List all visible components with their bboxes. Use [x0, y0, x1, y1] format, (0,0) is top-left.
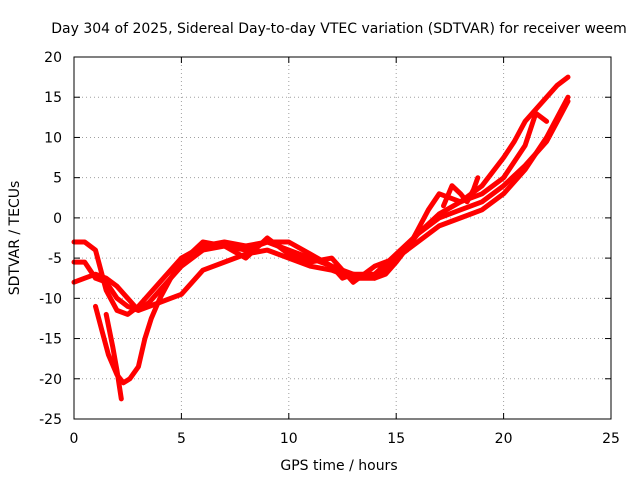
y-tick-label: -10 — [39, 291, 62, 307]
plot-border — [73, 56, 612, 420]
series-line-3 — [71, 98, 571, 313]
series-line-2 — [71, 74, 571, 313]
y-tick-label: 15 — [44, 90, 62, 106]
y-tick-label: 0 — [53, 211, 62, 227]
y-axis-label: SDTVAR / TECUs — [7, 181, 23, 296]
y-tick-label: -5 — [48, 251, 62, 267]
y-tick-label: 5 — [53, 171, 62, 187]
x-tick-label: 10 — [280, 431, 298, 447]
x-tick-label: 20 — [495, 431, 513, 447]
y-tick-label: -20 — [39, 372, 62, 388]
y-tick-label: 10 — [44, 130, 62, 146]
data-series — [71, 74, 571, 402]
axis-ticks: 0 5 10 15 20 25 -25 -20 -15 -10 -5 0 5 10 15 20 — [39, 50, 620, 447]
y-tick-label: 20 — [44, 50, 62, 66]
x-tick-label: 0 — [70, 431, 79, 447]
y-tick-label: -25 — [39, 412, 62, 428]
x-tick-label: 25 — [602, 431, 620, 447]
series-line-1 — [71, 94, 571, 317]
chart-title: Day 304 of 2025, Sidereal Day-to-day VTE… — [51, 21, 627, 37]
x-axis-label: GPS time / hours — [280, 458, 397, 474]
series-line-6 — [441, 175, 481, 209]
x-tick-label: 5 — [177, 431, 186, 447]
grid-lines — [74, 57, 611, 419]
series-line-4 — [93, 110, 550, 386]
series-line-5 — [103, 311, 124, 402]
x-tick-label: 15 — [387, 431, 405, 447]
y-tick-label: -15 — [39, 332, 62, 348]
